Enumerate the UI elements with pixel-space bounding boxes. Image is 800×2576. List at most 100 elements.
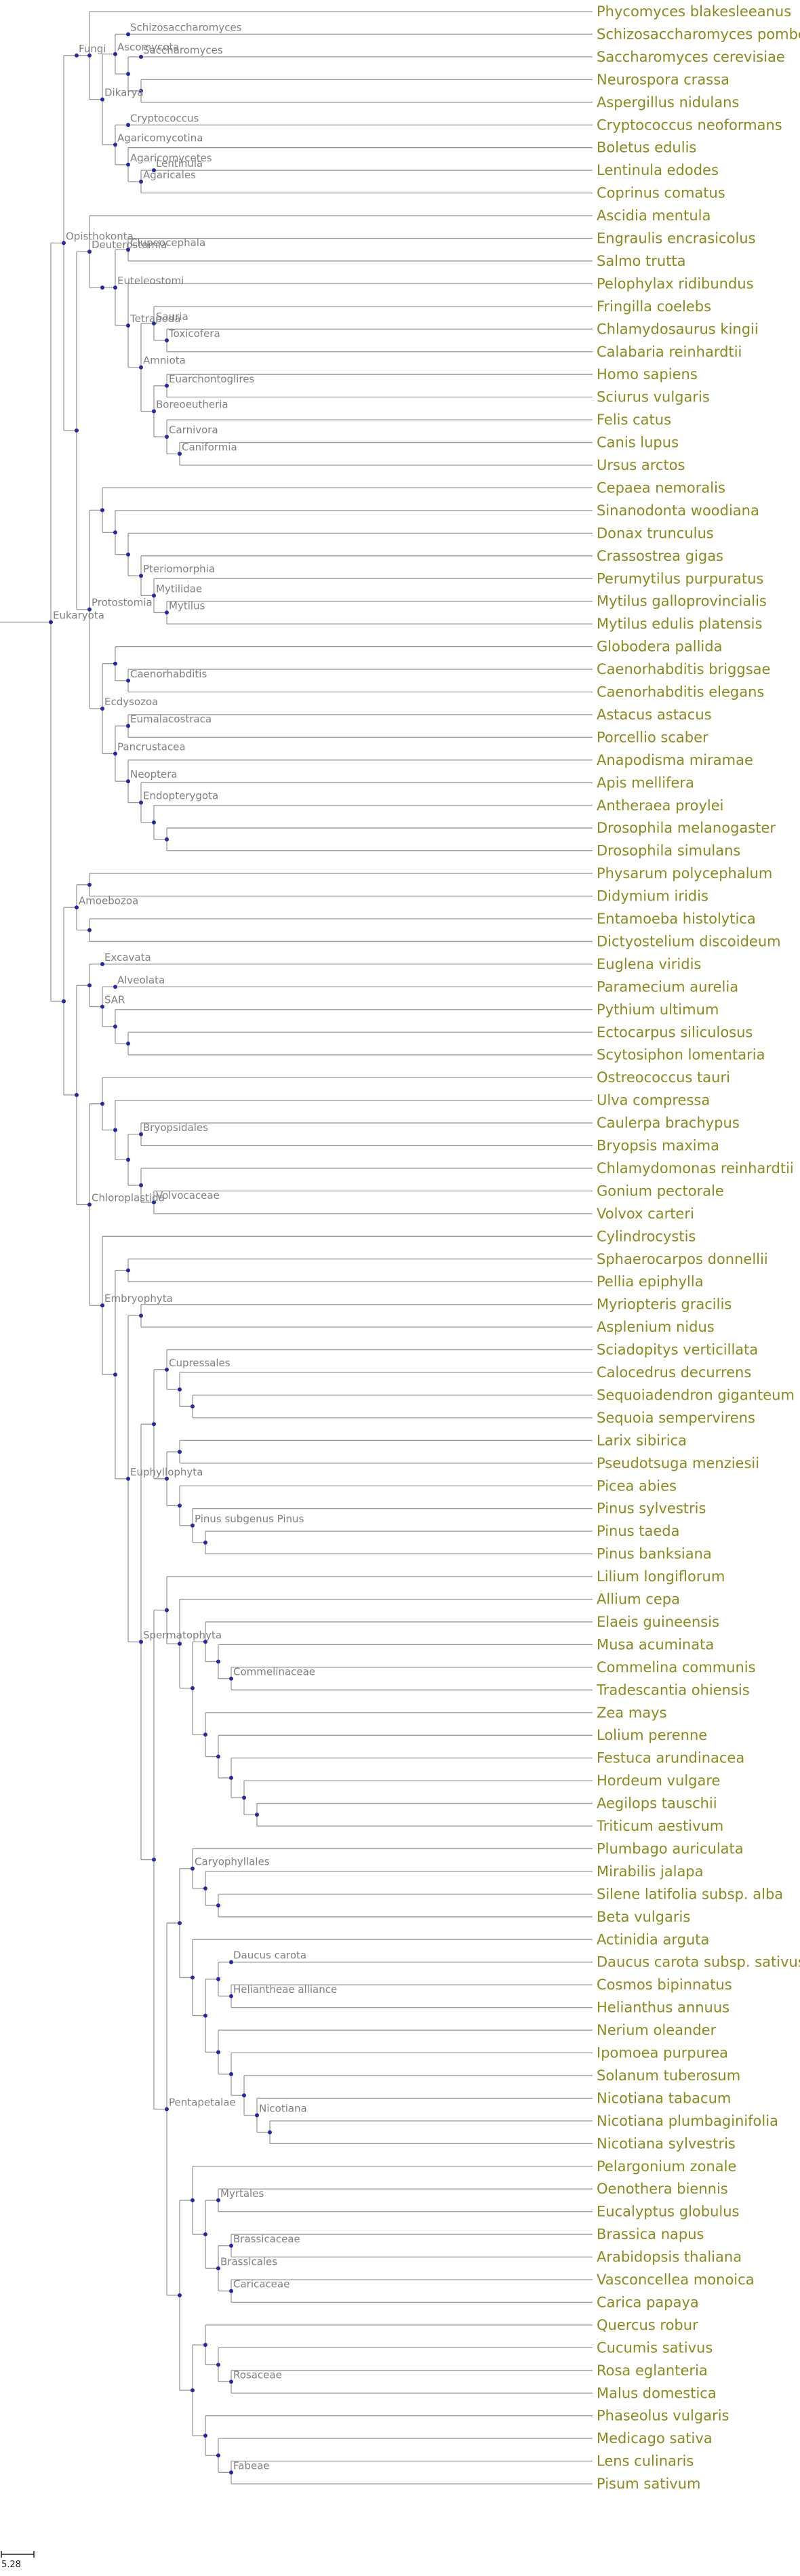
leaf-label-pisum-sativum: Pisum sativum <box>597 2476 701 2492</box>
clade-label-caniformia: Caniformia <box>182 441 237 453</box>
clade-label-fabeae: Fabeae <box>233 2459 270 2472</box>
leaf-label-pseudotsuga-menziesii: Pseudotsuga menziesii <box>597 1455 759 1471</box>
leaf-label-gonium-pectorale: Gonium pectorale <box>597 1183 724 1199</box>
node-dot <box>100 1101 104 1106</box>
node-dot <box>191 2198 195 2202</box>
node-dot <box>139 365 143 370</box>
leaf-label-beta-vulgaris: Beta vulgaris <box>597 1909 690 1925</box>
node-dot <box>62 999 66 1004</box>
clade-label-eumalacostraca: Eumalacostraca <box>130 713 212 726</box>
node-dot <box>152 593 156 598</box>
leaf-label-sinanodonta-woodiana: Sinanodonta woodiana <box>597 502 759 519</box>
leaf-label-canis-lupus: Canis lupus <box>597 435 679 451</box>
node-dot <box>165 383 169 388</box>
node-dot <box>203 2232 207 2237</box>
leaf-label-neurospora-crassa: Neurospora crassa <box>597 71 729 87</box>
leaf-label-caulerpa-brachypus: Caulerpa brachypus <box>597 1115 740 1131</box>
clade-labels: Schizosaccharomyces SaccharomycesAscomyco… <box>53 21 337 2472</box>
leaf-label-euglena-viridis: Euglena viridis <box>597 956 701 972</box>
scale-bar: 5.28 <box>1 2551 35 2570</box>
node-dot <box>49 620 53 625</box>
clade-label-pancrustacea: Pancrustacea <box>117 740 186 753</box>
node-dot <box>178 452 182 456</box>
leaf-label-astacus-astacus: Astacus astacus <box>597 707 712 723</box>
leaf-label-ectocarpus-siliculosus: Ectocarpus siliculosus <box>597 1024 753 1040</box>
node-dot <box>203 2433 207 2438</box>
clade-label-opisthokonta: Opisthokonta <box>66 230 134 242</box>
leaf-label-porcellio-scaber: Porcellio scaber <box>597 729 708 745</box>
leaf-label-sciurus-vulgaris: Sciurus vulgaris <box>597 389 710 405</box>
leaf-label-caenorhabditis-briggsae: Caenorhabditis briggsae <box>597 661 770 677</box>
node-dot <box>191 1686 195 1690</box>
leaf-label-pinus-banksiana: Pinus banksiana <box>597 1546 712 1562</box>
node-dot <box>100 962 104 966</box>
node-dot <box>203 2013 207 2018</box>
leaf-label-nicotiana-tabacum: Nicotiana tabacum <box>597 2090 731 2106</box>
node-dot <box>152 409 156 414</box>
node-dot <box>87 607 92 612</box>
node-dot <box>87 882 92 887</box>
clade-label-embryophyta: Embryophyta <box>104 1292 173 1305</box>
clade-label-cryptococcus: Cryptococcus <box>130 112 199 124</box>
node-dot <box>100 285 104 290</box>
node-dot <box>216 1754 220 1759</box>
leaf-label-ursus-arctos: Ursus arctos <box>597 457 685 473</box>
leaf-label-caenorhabditis-elegans: Caenorhabditis elegans <box>597 684 764 700</box>
node-dot <box>87 250 92 254</box>
node-dot <box>75 53 79 58</box>
node-dot <box>178 1642 182 1646</box>
node-dot <box>126 552 130 557</box>
leaf-label-oenothera-biennis: Oenothera biennis <box>597 2181 728 2197</box>
node-dot <box>113 285 117 290</box>
node-dot <box>139 179 143 184</box>
leaf-label-saccharomyces-cerevisiae: Saccharomyces cerevisiae <box>597 49 785 65</box>
node-dot <box>75 428 79 433</box>
node-dot <box>126 247 130 252</box>
clade-label-caricaceae: Caricaceae <box>233 2278 289 2291</box>
node-dot <box>191 2388 195 2393</box>
clade-label-daucus-carota: Daucus carota <box>233 1949 306 1962</box>
leaf-label-medicago-sativa: Medicago sativa <box>597 2430 713 2446</box>
node-dot <box>203 1640 207 1644</box>
clade-label-dikarya: Dikarya <box>104 87 144 99</box>
clade-label-heliantheae-alliance: Heliantheae alliance <box>233 1983 337 1996</box>
tree-branches <box>0 11 593 2484</box>
node-dot <box>229 1994 233 1998</box>
clade-label-nicotiana: Nicotiana <box>259 2102 307 2114</box>
leaf-label-antheraea-proylei: Antheraea proylei <box>597 797 723 814</box>
node-dot <box>229 2379 233 2384</box>
leaf-labels: Phycomyces blakesleeanus Schizosaccharomy… <box>596 3 800 2492</box>
node-dot <box>165 2107 169 2112</box>
clade-label-euphyllophyta: Euphyllophyta <box>130 1466 203 1478</box>
clade-label-chloroplastida: Chloroplastida <box>92 1192 165 1204</box>
leaf-label-zea-mays: Zea mays <box>597 1705 667 1721</box>
node-dot <box>255 2113 259 2118</box>
leaf-label-mytilus-edulis-platensis: Mytilus edulis platensis <box>597 616 762 632</box>
clade-label-brassicales: Brassicales <box>220 2255 277 2267</box>
node-dot <box>100 707 104 711</box>
clade-label-deuterostomia: Deuterostomia <box>92 239 167 251</box>
node-dot <box>139 574 143 578</box>
node-dot <box>113 1372 117 1377</box>
node-dot <box>255 1812 259 1817</box>
node-dot <box>152 820 156 825</box>
node-dot <box>152 168 156 173</box>
leaf-label-triticum-aestivum: Triticum aestivum <box>596 1818 723 1834</box>
node-dot <box>216 2198 220 2202</box>
node-dot <box>139 1640 143 1644</box>
leaf-label-apis-mellifera: Apis mellifera <box>597 774 694 791</box>
clade-label-commelinaceae: Commelinaceae <box>233 1666 315 1678</box>
node-dot <box>126 1476 130 1481</box>
leaf-label-larix-sibirica: Larix sibirica <box>597 1432 687 1448</box>
clade-label-toxicofera: Toxicofera <box>168 328 220 340</box>
leaf-label-lens-culinaris: Lens culinaris <box>597 2453 694 2470</box>
leaf-label-lolium-perenne: Lolium perenne <box>597 1727 707 1743</box>
leaf-label-cosmos-bipinnatus: Cosmos bipinnatus <box>597 1977 732 1993</box>
node-dot <box>165 1608 169 1612</box>
leaf-label-chlamydosaurus-kingii: Chlamydosaurus kingii <box>597 321 759 337</box>
node-dot <box>216 1977 220 1981</box>
clade-label-tetrapoda: Tetrapoda <box>129 313 181 325</box>
leaf-label-eucalyptus-globulus: Eucalyptus globulus <box>597 2204 739 2220</box>
node-dot <box>126 1041 130 1046</box>
leaf-label-mytilus-galloprovincialis: Mytilus galloprovincialis <box>597 593 767 610</box>
